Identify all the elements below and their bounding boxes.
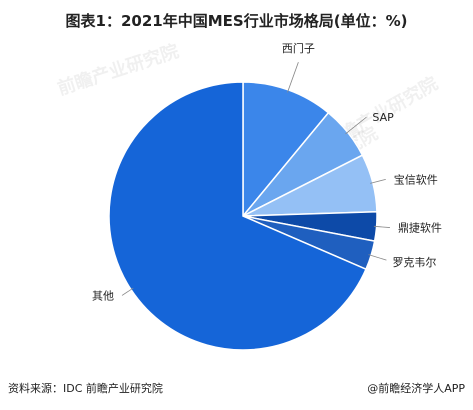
chart-title: 图表1：2021年中国MES行业市场格局(单位：%) [65, 12, 408, 30]
leader-line-3 [373, 225, 390, 228]
slice-label-1: SAP [372, 111, 394, 124]
leader-line-5 [121, 287, 134, 296]
leader-line-4 [368, 254, 387, 261]
slice-label-0: 西门子 [282, 41, 315, 55]
leader-line-1 [345, 116, 367, 135]
slice-label-4: 罗克韦尔 [392, 256, 436, 269]
watermark-text: 前瞻产业研究院 [55, 40, 182, 100]
leader-line-0 [287, 62, 299, 93]
source-note: 资料来源：IDC 前瞻产业研究院 [8, 382, 163, 395]
leader-line-2 [370, 178, 386, 184]
slice-label-2: 宝信软件 [394, 172, 438, 186]
slice-label-5: 其他 [92, 289, 114, 302]
slice-label-3: 鼎捷软件 [398, 221, 442, 235]
brand-credit: @前瞻经济学人APP [367, 382, 465, 395]
footer: 资料来源：IDC 前瞻产业研究院 @前瞻经济学人APP [8, 380, 465, 398]
